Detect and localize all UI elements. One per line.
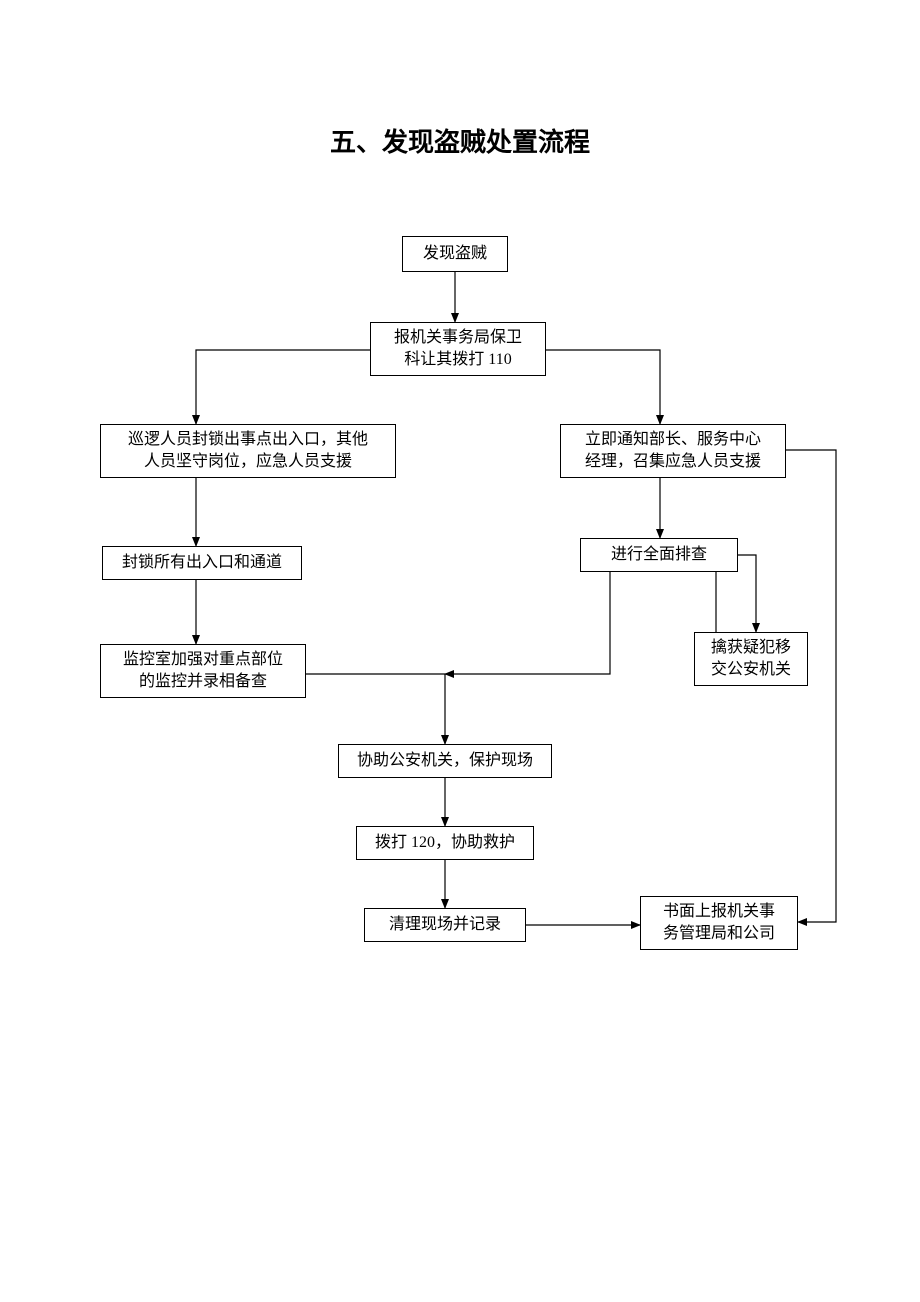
- flowchart-node-n1: 发现盗贼: [402, 236, 508, 272]
- flowchart-node-n7: 擒获疑犯移交公安机关: [694, 632, 808, 686]
- flowchart-node-n5: 封锁所有出入口和通道: [102, 546, 302, 580]
- flowchart-node-n11: 清理现场并记录: [364, 908, 526, 942]
- flowchart-node-n10: 拨打 120，协助救护: [356, 826, 534, 860]
- edge-n6r-n7: [738, 555, 756, 632]
- edge-n4-n12: [786, 450, 836, 922]
- flowchart-node-n12: 书面上报机关事务管理局和公司: [640, 896, 798, 950]
- edge-n2-n3: [196, 350, 370, 424]
- edge-n2-n4: [546, 350, 660, 424]
- page-title: 五、发现盗贼处置流程: [0, 122, 920, 159]
- edge-n6-join: [445, 572, 610, 674]
- flowchart-node-n6: 进行全面排查: [580, 538, 738, 572]
- flowchart-node-n2: 报机关事务局保卫科让其拨打 110: [370, 322, 546, 376]
- flowchart-node-n4: 立即通知部长、服务中心经理，召集应急人员支援: [560, 424, 786, 478]
- flowchart-node-n8: 监控室加强对重点部位的监控并录相备查: [100, 644, 306, 698]
- flowchart-node-n9: 协助公安机关，保护现场: [338, 744, 552, 778]
- flowchart-node-n3: 巡逻人员封锁出事点出入口，其他人员坚守岗位，应急人员支援: [100, 424, 396, 478]
